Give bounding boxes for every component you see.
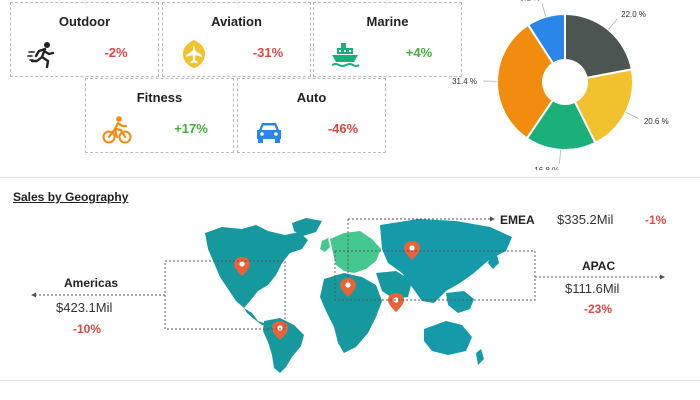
region-name-americas: Americas <box>64 276 119 290</box>
donut-slice-2 <box>525 98 597 151</box>
donut-label-0: 22.0 % <box>621 10 646 19</box>
world-map <box>31 216 665 373</box>
region-sales-emea: $335.2Mil <box>557 212 614 227</box>
central-america-landmass <box>244 308 270 327</box>
middle-east-landmass <box>376 271 412 299</box>
segment-card-auto: Auto -46% <box>237 78 386 153</box>
region-sales-americas: $423.1Mil <box>56 300 113 315</box>
donut-leader-2 <box>559 149 561 164</box>
americas-arrow-icon <box>31 292 36 298</box>
africa-landmass <box>320 273 382 353</box>
donut-label-3: 31.4 % <box>452 77 477 86</box>
segment-name: Outdoor <box>58 14 111 29</box>
segment-change: +4% <box>405 45 433 60</box>
americas-connector <box>36 260 286 330</box>
new-zealand-landmass <box>476 349 484 365</box>
section-title: Sales by Geography <box>13 190 129 204</box>
japan-landmass <box>488 251 499 269</box>
donut-leader-4 <box>541 3 547 17</box>
region-change-americas: -10% <box>73 322 102 336</box>
segment-card-marine: Marine +4% <box>313 2 462 77</box>
europe-landmass <box>330 231 381 273</box>
segment-card-aviation: Aviation -31% <box>162 2 311 77</box>
segment-card-fitness: Fitness +17% <box>85 78 234 153</box>
donut-label-4: 9.1 % <box>520 0 540 3</box>
segment-change: +17% <box>174 121 208 136</box>
donut-slice-0 <box>564 12 633 80</box>
top-divider <box>0 177 700 178</box>
segment-name: Auto <box>296 90 327 105</box>
ship-icon <box>331 43 360 67</box>
uk-landmass <box>320 238 330 252</box>
cyclist-icon <box>102 116 132 144</box>
region-name-emea: EMEA <box>500 213 535 227</box>
map-pin-icon <box>388 293 404 312</box>
region-name-apac: APAC <box>582 259 616 273</box>
greenland-landmass <box>292 218 322 236</box>
southeast-asia-landmass <box>446 291 474 313</box>
donut-leader-0 <box>608 18 618 30</box>
donut-slice-3 <box>496 23 555 140</box>
emea-connector <box>347 218 490 277</box>
apac-arrow-icon <box>660 274 665 280</box>
north-america-landmass <box>205 225 308 308</box>
map-pin-icon <box>340 278 356 297</box>
segment-share-donut: 22.0 % 20.6 % 16.8 % 31.4 % 9.1 % <box>450 0 700 175</box>
donut-slice-1 <box>573 68 634 145</box>
segment-change: -46% <box>327 121 359 136</box>
region-change-apac: -23% <box>584 302 613 316</box>
donut-label-1: 20.6 % <box>644 117 669 126</box>
donut-slice-4 <box>526 12 566 65</box>
segment-card-outdoor: Outdoor -2% <box>10 2 159 77</box>
airplane-icon <box>183 40 205 68</box>
australia-landmass <box>424 321 472 355</box>
car-icon <box>257 123 281 143</box>
segment-name: Fitness <box>136 90 183 105</box>
apac-connector <box>334 250 660 301</box>
donut-leader-1 <box>625 111 639 119</box>
region-change-emea: -1% <box>645 213 667 227</box>
asia-landmass <box>380 219 512 303</box>
map-pin-icon <box>234 257 250 276</box>
runner-icon <box>27 42 55 69</box>
bottom-divider <box>0 380 700 381</box>
segment-name: Marine <box>366 14 409 29</box>
donut-label-2: 16.8 % <box>534 166 559 170</box>
segment-change: -31% <box>252 45 284 60</box>
region-sales-apac: $111.6Mil <box>565 281 620 296</box>
emea-arrow-icon <box>490 216 495 222</box>
segment-name: Aviation <box>211 14 262 29</box>
segment-change: -2% <box>104 45 128 60</box>
map-pin-icon <box>272 321 288 340</box>
map-pin-icon <box>404 241 420 260</box>
